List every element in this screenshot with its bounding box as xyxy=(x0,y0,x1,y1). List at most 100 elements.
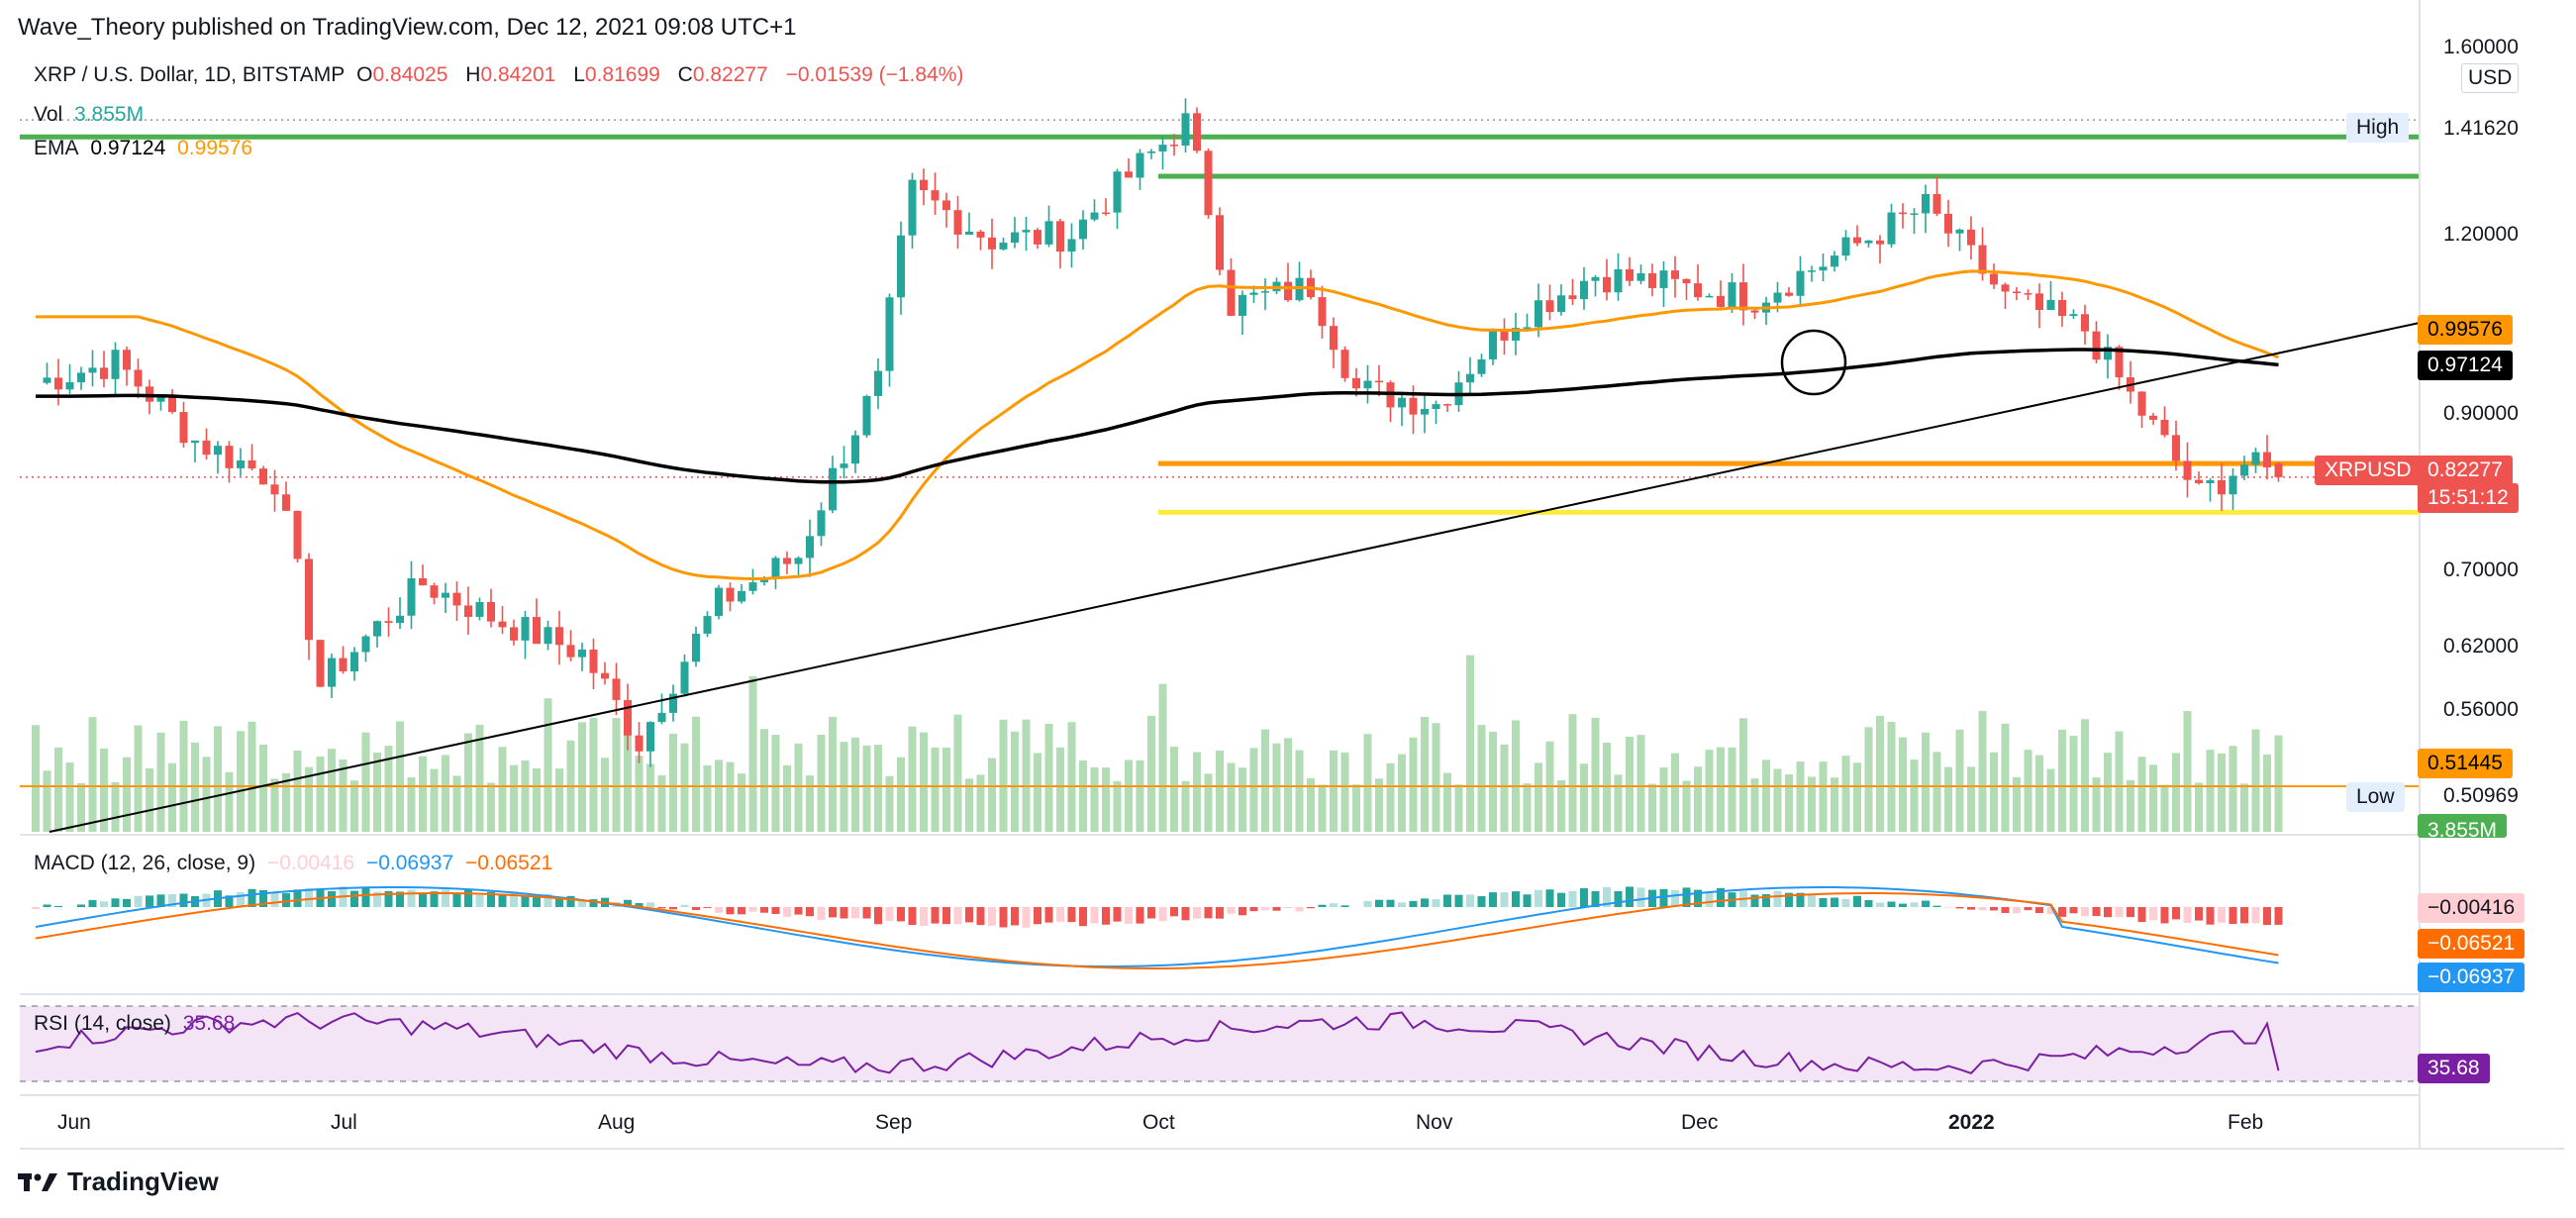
close-label: C xyxy=(677,63,693,86)
macd-hist-bar xyxy=(2160,907,2169,924)
candle-body xyxy=(2137,391,2146,416)
macd-legend[interactable]: MACD (12, 26, close, 9) −0.00416 −0.0693… xyxy=(34,852,558,875)
macd-hist-bar xyxy=(1079,907,1087,927)
volume-bar xyxy=(2127,779,2134,832)
candle-body xyxy=(2035,293,2043,310)
macd-hist-bar xyxy=(225,895,234,907)
volume-bar xyxy=(908,726,917,832)
candle-body xyxy=(1671,270,1679,279)
macd-hist-bar xyxy=(1694,889,1702,907)
candle-body xyxy=(1682,278,1691,284)
candle-body xyxy=(419,577,427,586)
macd-hist-bar xyxy=(555,896,563,907)
macd-hist-bar xyxy=(885,907,894,921)
rsi-legend[interactable]: RSI (14, close) 35.68 xyxy=(34,1012,241,1036)
currency-badge[interactable]: USD xyxy=(2461,63,2520,93)
macd-hist-bar xyxy=(1853,895,1861,907)
candle-body xyxy=(1125,171,1133,178)
volume-bar xyxy=(498,747,507,832)
candle-body xyxy=(1044,221,1053,245)
candle-body xyxy=(578,649,586,658)
candle-body xyxy=(1910,213,1919,215)
volume-bar xyxy=(1523,783,1532,832)
volume-bar xyxy=(1671,753,1679,832)
volume-bar xyxy=(1512,720,1520,832)
macd-hist-bar xyxy=(1295,907,1304,912)
macd-hist-bar xyxy=(419,892,427,907)
candle-body xyxy=(1990,273,1998,285)
volume-bar xyxy=(2092,777,2101,832)
candle-body xyxy=(2058,299,2066,317)
volume-bar xyxy=(999,719,1008,832)
horizontal-levels xyxy=(20,134,2420,787)
macd-hist-bar xyxy=(1022,907,1031,928)
candle-body xyxy=(601,672,609,679)
candle-body xyxy=(1147,151,1155,153)
volume-bar xyxy=(2263,754,2271,832)
volume-bar xyxy=(1773,768,1782,832)
volume-bar xyxy=(1932,752,1941,832)
tradingview-footer[interactable]: TradingView xyxy=(18,1167,219,1197)
macd-hist-bar xyxy=(1340,905,1349,907)
macd-hist-bar xyxy=(1717,887,1725,907)
candle-body xyxy=(1626,268,1634,281)
candle-body xyxy=(1614,268,1623,293)
volume-bar xyxy=(100,748,108,832)
symbol-legend[interactable]: XRP / U.S. Dollar, 1D, BITSTAMP O0.84025… xyxy=(34,63,969,87)
macd-hist-bar xyxy=(624,899,632,907)
volume-bar xyxy=(1477,725,1486,832)
macd-hist-bar xyxy=(1864,900,1873,907)
candle-body xyxy=(2115,347,2124,378)
volume-bar xyxy=(2251,729,2260,832)
macd-hist-tag: −0.00416 xyxy=(2418,893,2526,923)
candle-body xyxy=(123,350,131,370)
candle-body xyxy=(1841,237,1850,256)
candle-body xyxy=(168,396,176,413)
volume-bar xyxy=(1739,718,1747,832)
macd-hist-bar xyxy=(430,891,439,907)
macd-hist-bar xyxy=(646,902,654,907)
volume-legend[interactable]: Vol 3.855M xyxy=(34,103,149,127)
candle-body xyxy=(1067,239,1076,253)
candle-body xyxy=(270,484,279,495)
macd-hist-bar xyxy=(1409,900,1418,907)
volume-bar xyxy=(680,743,689,832)
candle-body xyxy=(1500,331,1509,341)
macd-hist-bar xyxy=(1067,907,1076,923)
volume-bar xyxy=(1603,743,1611,832)
macd-hist-bar xyxy=(851,907,859,919)
candle-body xyxy=(1318,297,1327,327)
volume-bar xyxy=(2013,776,2021,832)
macd-hist-bar xyxy=(2058,907,2066,917)
macd-hist-bar xyxy=(988,907,996,926)
volume-bar xyxy=(248,721,256,832)
macd-hist-bar xyxy=(1990,907,1998,911)
high-value: 0.84201 xyxy=(480,63,556,86)
price-tick: 0.62000 xyxy=(2443,635,2519,658)
macd-hist-bar xyxy=(829,907,837,918)
volume-tag: 3.855M xyxy=(2418,814,2508,838)
volume-bar xyxy=(111,781,120,832)
tradingview-logo-icon xyxy=(18,1172,57,1191)
candle-body xyxy=(498,621,507,628)
candle-body xyxy=(2183,460,2192,480)
candle-body xyxy=(885,297,894,371)
candle-body xyxy=(100,367,108,379)
volume-bar xyxy=(1022,719,1031,832)
macd-hist-bar xyxy=(1659,888,1668,907)
volume-bar xyxy=(1557,780,1565,832)
macd-hist-bar xyxy=(1671,889,1679,907)
candle-body xyxy=(1580,280,1588,300)
price-tick: 0.56000 xyxy=(2443,698,2519,721)
candle-body xyxy=(1545,300,1554,313)
macd-hist-bar xyxy=(1841,898,1850,907)
time-tick: Jul xyxy=(331,1111,357,1134)
candle-body xyxy=(1284,281,1292,301)
macd-hist-bar xyxy=(1034,907,1041,925)
ema-legend[interactable]: EMA 0.97124 0.99576 xyxy=(34,137,258,160)
volume-bar xyxy=(669,733,677,832)
high-value-label: 1.41620 xyxy=(2443,117,2519,140)
ema-fast-line xyxy=(36,269,2280,581)
macd-hist-bar xyxy=(1158,907,1167,922)
